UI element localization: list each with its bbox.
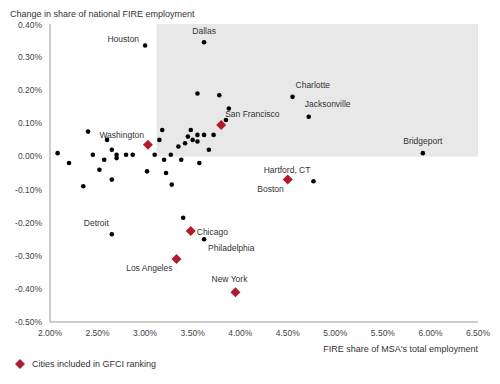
svg-text:5.00%: 5.00% (323, 328, 348, 338)
svg-text:-0.50%: -0.50% (15, 317, 42, 327)
svg-text:2.00%: 2.00% (38, 328, 63, 338)
svg-text:-0.30%: -0.30% (15, 251, 42, 261)
svg-text:-0.20%: -0.20% (15, 218, 42, 228)
svg-text:0.00%: 0.00% (18, 151, 43, 161)
svg-text:Los Angeles: Los Angeles (126, 263, 172, 273)
svg-text:2.50%: 2.50% (86, 328, 111, 338)
svg-text:Hartford, CT: Hartford, CT (264, 165, 311, 175)
html-text:Change in share of national FI: Change in share of national FIRE employm… (10, 9, 195, 19)
svg-text:4.50%: 4.50% (276, 328, 301, 338)
svg-text:Chicago: Chicago (197, 227, 228, 237)
svg-text:0.10%: 0.10% (18, 118, 43, 128)
svg-text:Dallas: Dallas (192, 26, 216, 36)
svg-text:Philadelphia: Philadelphia (208, 243, 255, 253)
svg-text:Boston: Boston (257, 184, 284, 194)
svg-text:0.30%: 0.30% (18, 52, 43, 62)
svg-text:-0.10%: -0.10% (15, 185, 42, 195)
svg-text:FIRE share of MSA's total empl: FIRE share of MSA's total employment (323, 344, 478, 354)
svg-text:Washington: Washington (99, 130, 144, 140)
svg-text:Charlotte: Charlotte (296, 80, 331, 90)
svg-text:Detroit: Detroit (84, 218, 110, 228)
svg-text:6.00%: 6.00% (418, 328, 443, 338)
svg-text:0.20%: 0.20% (18, 85, 43, 95)
svg-text:New York: New York (212, 274, 249, 284)
svg-text:Bridgeport: Bridgeport (403, 136, 443, 146)
svg-text:6.50%: 6.50% (466, 328, 491, 338)
svg-text:0.40%: 0.40% (18, 20, 43, 30)
svg-text:-0.40%: -0.40% (15, 284, 42, 294)
svg-text:Houston: Houston (107, 34, 139, 44)
svg-text:3.50%: 3.50% (181, 328, 206, 338)
svg-text:4.00%: 4.00% (228, 328, 253, 338)
svg-text:San Francisco: San Francisco (225, 109, 280, 119)
html-text:Cities included in GFCI rankin: Cities included in GFCI ranking (32, 359, 157, 369)
svg-text:3.00%: 3.00% (133, 328, 158, 338)
svg-text:Jacksonville: Jacksonville (305, 99, 351, 109)
svg-text:5.50%: 5.50% (371, 328, 396, 338)
